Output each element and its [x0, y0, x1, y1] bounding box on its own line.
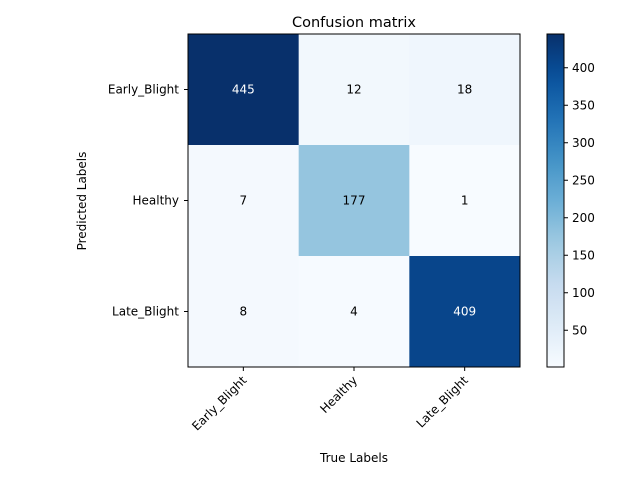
- colorbar-gradient: [547, 34, 564, 367]
- colorbar-tick-label: 250: [572, 173, 595, 187]
- cell-value-label: 409: [453, 305, 476, 319]
- x-axis-ticks: Early_Blight Healthy Late_Blight: [189, 367, 471, 433]
- colorbar: 50 100 150 200 250 300 350 400: [547, 34, 595, 367]
- y-axis-ticks: Early_Blight Healthy Late_Blight: [108, 83, 188, 319]
- cell-value-label: 445: [232, 83, 255, 97]
- y-tick-label: Late_Blight: [112, 305, 179, 319]
- chart-title: Confusion matrix: [292, 15, 416, 31]
- colorbar-tick-label: 400: [572, 61, 595, 75]
- cell-value-label: 4: [350, 305, 358, 319]
- heatmap-cells: 445 12 187 177 18 4 409: [188, 34, 521, 368]
- colorbar-tick-label: 50: [572, 323, 587, 337]
- y-tick-label: Early_Blight: [108, 83, 179, 97]
- cell-value-label: 177: [343, 194, 366, 208]
- colorbar-tick-label: 300: [572, 136, 595, 150]
- cell-value-label: 1: [461, 194, 469, 208]
- cell-value-label: 7: [240, 194, 248, 208]
- y-tick-label: Healthy: [132, 194, 179, 208]
- colorbar-tick-label: 200: [572, 211, 595, 225]
- colorbar-tick-label: 150: [572, 248, 595, 262]
- cell-value-label: 18: [457, 83, 472, 97]
- x-tick-label: Early_Blight: [189, 373, 249, 433]
- cell-value-label: 8: [240, 305, 248, 319]
- y-axis-label: Predicted Labels: [75, 152, 89, 251]
- x-tick-label: Late_Blight: [414, 373, 471, 430]
- cell-value-label: 12: [346, 83, 361, 97]
- colorbar-tick-label: 100: [572, 286, 595, 300]
- x-axis-label: True Labels: [319, 451, 388, 465]
- x-tick-label: Healthy: [317, 373, 360, 416]
- colorbar-tick-label: 350: [572, 98, 595, 112]
